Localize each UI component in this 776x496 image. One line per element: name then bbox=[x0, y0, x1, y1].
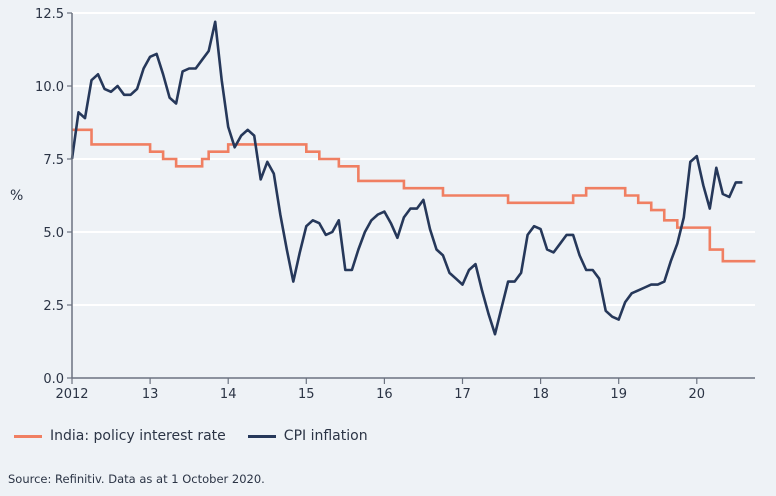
x-tick-label: 16 bbox=[376, 387, 393, 402]
series-lines bbox=[70, 20, 756, 336]
y-tick-label: 5.0 bbox=[43, 226, 64, 241]
x-tick-label: 17 bbox=[454, 387, 471, 402]
line-chart: 0.0 2.5 5.0 7.5 10.0 12.5 2012 13 14 15 16 17 18 19 20… bbox=[10, 7, 756, 402]
cpi-inflation-line bbox=[70, 20, 743, 336]
x-tick-label: 18 bbox=[532, 387, 549, 402]
x-tick-label: 20 bbox=[689, 387, 706, 402]
legend-swatch-policy-rate bbox=[14, 434, 42, 438]
y-tick-label: 7.5 bbox=[43, 153, 64, 168]
source-note: Source: Refinitiv. Data as at 1 October … bbox=[8, 472, 265, 486]
x-tick-label: 2012 bbox=[55, 387, 88, 402]
y-tick-label: 2.5 bbox=[43, 299, 64, 314]
axes: 0.0 2.5 5.0 7.5 10.0 12.5 2012 13 14 15 16 17 18 19 20 bbox=[35, 7, 755, 402]
gridlines bbox=[72, 12, 755, 306]
legend-swatch-cpi bbox=[247, 434, 276, 438]
policy-rate-line bbox=[72, 128, 756, 263]
y-tick-label: 10.0 bbox=[35, 80, 64, 95]
legend-item-cpi: CPI inflation bbox=[247, 428, 368, 444]
x-tick-label: 13 bbox=[142, 387, 159, 402]
legend-label-policy-rate: India: policy interest rate bbox=[50, 428, 226, 444]
x-tick-label: 14 bbox=[220, 387, 237, 402]
legend-label-cpi: CPI inflation bbox=[283, 428, 368, 444]
legend-item-policy-rate: India: policy interest rate bbox=[14, 428, 226, 444]
y-tick-label: 12.5 bbox=[35, 7, 64, 22]
x-tick-label: 15 bbox=[298, 387, 315, 402]
x-tick-label: 19 bbox=[610, 387, 627, 402]
y-tick-label: 0.0 bbox=[43, 372, 64, 387]
y-axis-label: % bbox=[10, 188, 23, 204]
legend: India: policy interest rate CPI inflatio… bbox=[14, 428, 390, 444]
